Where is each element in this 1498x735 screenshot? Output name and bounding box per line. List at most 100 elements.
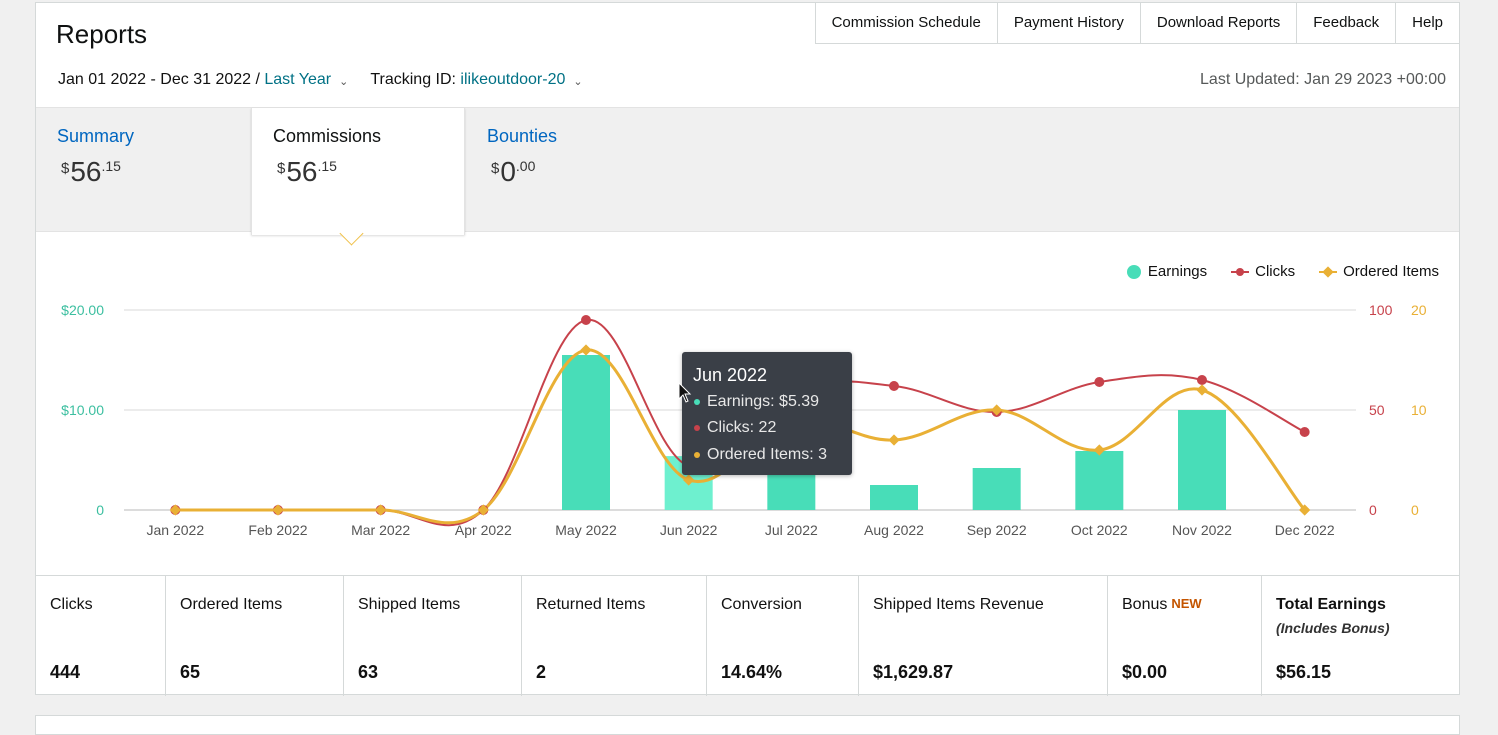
report-tabs: Summary $56.15 Commissions $56.15 Bounti… bbox=[36, 107, 1459, 235]
chevron-down-icon[interactable]: ⌄ bbox=[339, 75, 349, 88]
mouse-cursor-icon bbox=[678, 382, 692, 403]
tab-summary-label: Summary bbox=[57, 126, 135, 146]
ordered-items-point bbox=[683, 474, 695, 486]
left-axis-tick-label: $10.00 bbox=[61, 402, 104, 418]
earnings-bar bbox=[562, 355, 610, 510]
tooltip-title: Jun 2022 bbox=[693, 365, 768, 385]
clicks-point bbox=[581, 315, 591, 325]
right-axis-ordered-tick-label: 0 bbox=[1411, 502, 1419, 518]
next-panel bbox=[35, 715, 1460, 735]
earnings-chart: Earnings Clicks Ordered Items $20.00 100 2… bbox=[36, 241, 1459, 576]
stat-shipped-items-value: 63 bbox=[358, 662, 379, 682]
tooltip-clicks: Clicks: 22 bbox=[694, 419, 776, 437]
x-axis-tick-label: Jun 2022 bbox=[660, 522, 718, 538]
stat-total-earnings-value: $56.15 bbox=[1276, 662, 1332, 682]
stat-clicks-label: Clicks bbox=[50, 596, 93, 613]
chart-legend: Earnings Clicks Ordered Items bbox=[1126, 263, 1439, 280]
stat-bonus-value: $0.00 bbox=[1122, 662, 1168, 682]
clicks-point bbox=[1197, 375, 1207, 385]
tab-commissions-label: Commissions bbox=[273, 126, 382, 146]
download-reports-link[interactable]: Download Reports bbox=[1140, 2, 1298, 44]
stat-total-earnings-sublabel: (Includes Bonus) bbox=[1276, 620, 1390, 636]
payment-history-link[interactable]: Payment History bbox=[997, 2, 1141, 44]
stat-shipped-items-label: Shipped Items bbox=[358, 596, 461, 613]
date-range-text: Jan 01 2022 - Dec 31 2022 / bbox=[58, 71, 265, 88]
commission-schedule-link[interactable]: Commission Schedule bbox=[814, 2, 998, 44]
date-preset-dropdown[interactable]: Last Year bbox=[264, 71, 332, 88]
x-axis-tick-label: Mar 2022 bbox=[351, 522, 410, 538]
tracking-id-label: Tracking ID: bbox=[370, 71, 461, 88]
x-axis-tick-label: Dec 2022 bbox=[1275, 522, 1335, 538]
tab-summary[interactable]: Summary $56.15 bbox=[36, 108, 248, 231]
chart-tooltip: Jun 2022 Earnings: $5.39 Clicks: 22 Orde… bbox=[682, 352, 852, 475]
last-updated-text: Last Updated: Jan 29 2023 +00:00 bbox=[1200, 71, 1446, 88]
x-axis-tick-label: Jan 2022 bbox=[147, 522, 205, 538]
stat-bonus: Bonus NEW $0.00 bbox=[1108, 576, 1262, 696]
chevron-down-icon[interactable]: ⌄ bbox=[573, 75, 583, 88]
ordered-items-legend-icon bbox=[1319, 265, 1338, 278]
earnings-bar bbox=[1178, 410, 1226, 510]
x-axis-tick-label: May 2022 bbox=[555, 522, 617, 538]
tab-summary-value: $56.15 bbox=[61, 156, 121, 187]
stat-shipped-revenue-value: $1,629.87 bbox=[873, 662, 954, 682]
legend-ordered-items[interactable]: Ordered Items bbox=[1319, 263, 1439, 280]
stat-ordered-items: Ordered Items 65 bbox=[166, 576, 344, 696]
earnings-bar bbox=[972, 468, 1021, 510]
legend-ordered-items-label: Ordered Items bbox=[1343, 263, 1439, 280]
right-axis-clicks-tick-label: 0 bbox=[1369, 502, 1377, 518]
tab-commissions-value: $56.15 bbox=[277, 156, 337, 187]
ordered-items-point bbox=[580, 344, 592, 356]
tab-bounties-label: Bounties bbox=[487, 126, 558, 146]
clicks-point bbox=[1299, 427, 1310, 437]
filter-row: Jan 01 2022 - Dec 31 2022 / Last Year ⌄ … bbox=[58, 71, 583, 89]
x-axis-tick-label: Feb 2022 bbox=[248, 522, 307, 538]
tracking-id-dropdown[interactable]: ilikeoutdoor-20 bbox=[460, 71, 566, 88]
x-axis-tick-label: Aug 2022 bbox=[864, 522, 924, 538]
ordered-items-point bbox=[477, 504, 489, 516]
legend-clicks[interactable]: Clicks bbox=[1231, 263, 1295, 280]
earnings-legend-icon bbox=[1126, 264, 1141, 279]
ordered-items-point bbox=[375, 504, 387, 516]
help-link[interactable]: Help bbox=[1396, 2, 1460, 44]
legend-earnings-label: Earnings bbox=[1147, 263, 1208, 280]
top-links: Commission Schedule Payment History Down… bbox=[814, 2, 1460, 44]
stat-shipped-revenue-label: Shipped Items Revenue bbox=[873, 596, 1044, 613]
stat-shipped-revenue: Shipped Items Revenue $1,629.87 bbox=[859, 576, 1108, 696]
stat-returned-items-value: 2 bbox=[536, 662, 547, 682]
ordered-items-point bbox=[272, 504, 284, 516]
right-axis-clicks-tick-label: 100 bbox=[1369, 302, 1393, 318]
page-title: Reports bbox=[56, 19, 148, 49]
legend-clicks-label: Clicks bbox=[1255, 263, 1296, 280]
stat-conversion-value: 14.64% bbox=[721, 662, 783, 682]
tab-bounties[interactable]: Bounties $0.00 bbox=[466, 108, 678, 231]
new-badge: NEW bbox=[1171, 596, 1202, 611]
ordered-items-point bbox=[169, 504, 181, 516]
clicks-point bbox=[889, 381, 899, 391]
stat-total-earnings-label: Total Earnings (Includes Bonus) bbox=[1276, 596, 1390, 636]
stats-row: Clicks 444 Ordered Items 65 Shipped Item… bbox=[36, 575, 1459, 696]
stat-clicks: Clicks 444 bbox=[36, 576, 166, 696]
tab-commissions[interactable]: Commissions $56.15 bbox=[251, 108, 465, 235]
x-axis-tick-label: Apr 2022 bbox=[455, 522, 512, 538]
left-axis-tick-label: $20.00 bbox=[61, 302, 104, 318]
stat-total-earnings: Total Earnings (Includes Bonus) $56.15 bbox=[1262, 576, 1459, 696]
x-axis-tick-label: Oct 2022 bbox=[1071, 522, 1128, 538]
x-axis-tick-label: Nov 2022 bbox=[1172, 522, 1232, 538]
ordered-items-point bbox=[991, 404, 1003, 416]
x-axis-tick-label: Jul 2022 bbox=[765, 522, 818, 538]
ordered-items-point bbox=[888, 434, 900, 446]
stat-ordered-items-label: Ordered Items bbox=[180, 596, 283, 613]
earnings-bar bbox=[1075, 451, 1124, 510]
clicks-point bbox=[1094, 377, 1105, 387]
clicks-legend-icon bbox=[1231, 267, 1250, 276]
feedback-link[interactable]: Feedback bbox=[1297, 2, 1397, 44]
stat-shipped-items: Shipped Items 63 bbox=[344, 576, 522, 696]
x-axis-tick-label: Sep 2022 bbox=[967, 522, 1027, 538]
stat-returned-items-label: Returned Items bbox=[536, 596, 646, 613]
tab-bounties-value: $0.00 bbox=[491, 156, 536, 187]
tooltip-ordered-items: Ordered Items: 3 bbox=[694, 446, 827, 464]
legend-earnings[interactable]: Earnings bbox=[1126, 263, 1207, 280]
ordered-items-point bbox=[1196, 384, 1208, 396]
earnings-bar bbox=[870, 485, 918, 510]
ordered-items-point bbox=[1093, 444, 1105, 456]
